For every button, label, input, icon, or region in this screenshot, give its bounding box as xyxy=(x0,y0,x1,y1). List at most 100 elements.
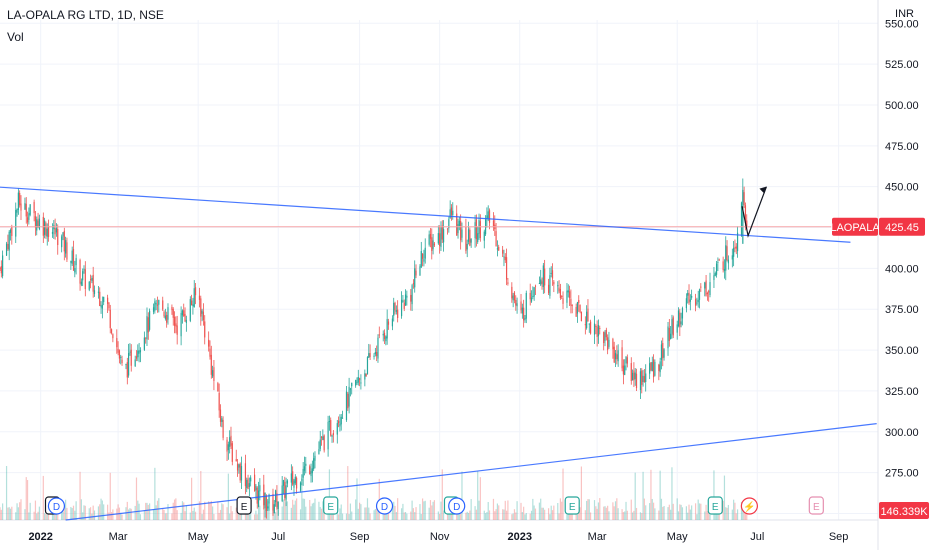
candle[interactable] xyxy=(46,228,48,237)
candle[interactable] xyxy=(513,292,516,301)
candle[interactable] xyxy=(718,259,720,261)
candle[interactable] xyxy=(649,363,651,374)
candle[interactable] xyxy=(198,295,201,300)
candle[interactable] xyxy=(588,323,590,325)
candle[interactable] xyxy=(415,270,417,276)
earnings-marker[interactable] xyxy=(808,496,824,515)
candle[interactable] xyxy=(91,277,93,281)
candle[interactable] xyxy=(299,482,302,491)
candle[interactable] xyxy=(208,339,210,347)
candle[interactable] xyxy=(189,299,191,321)
candle[interactable] xyxy=(89,278,92,280)
candle[interactable] xyxy=(121,359,123,364)
candle[interactable] xyxy=(36,219,38,231)
dividend-marker[interactable] xyxy=(448,497,466,515)
candle[interactable] xyxy=(236,463,239,471)
candle[interactable] xyxy=(277,501,279,510)
volume-indicator-label[interactable]: Vol xyxy=(7,30,24,44)
candle[interactable] xyxy=(397,309,399,318)
candle[interactable] xyxy=(54,228,56,235)
candle[interactable] xyxy=(99,291,101,307)
candle[interactable] xyxy=(309,466,311,475)
candle[interactable] xyxy=(726,246,728,261)
candle[interactable] xyxy=(420,251,422,268)
candle[interactable] xyxy=(360,382,362,384)
candle[interactable] xyxy=(110,329,113,334)
candle[interactable] xyxy=(155,303,157,305)
candle[interactable] xyxy=(20,203,22,211)
candle[interactable] xyxy=(93,290,96,294)
candle[interactable] xyxy=(746,220,748,227)
candle[interactable] xyxy=(221,418,223,422)
candle[interactable] xyxy=(465,227,467,251)
candle[interactable] xyxy=(386,319,388,339)
candle[interactable] xyxy=(143,337,145,350)
candle[interactable] xyxy=(0,267,1,269)
candle[interactable] xyxy=(194,287,197,296)
candle[interactable] xyxy=(659,361,661,373)
candle[interactable] xyxy=(689,299,691,302)
candle[interactable] xyxy=(593,323,596,335)
candle[interactable] xyxy=(520,301,522,311)
candle[interactable] xyxy=(11,227,13,236)
candle[interactable] xyxy=(538,283,540,285)
candle[interactable] xyxy=(37,220,39,227)
candle[interactable] xyxy=(240,466,243,481)
candle[interactable] xyxy=(330,420,332,436)
candle[interactable] xyxy=(57,228,59,246)
candle[interactable] xyxy=(722,261,724,270)
candle[interactable] xyxy=(25,203,27,217)
candle[interactable] xyxy=(292,471,294,485)
candle[interactable] xyxy=(393,302,395,316)
candle[interactable] xyxy=(403,302,405,309)
candle[interactable] xyxy=(244,463,247,487)
candle[interactable] xyxy=(634,372,636,380)
candle[interactable] xyxy=(82,271,84,281)
candle[interactable] xyxy=(227,444,229,451)
candle[interactable] xyxy=(239,463,241,481)
candle[interactable] xyxy=(154,301,156,311)
candle[interactable] xyxy=(495,231,497,247)
candle[interactable] xyxy=(231,443,233,462)
candle[interactable] xyxy=(272,494,274,511)
candle[interactable] xyxy=(696,302,698,304)
candle[interactable] xyxy=(156,304,159,306)
candle[interactable] xyxy=(238,464,240,468)
candle[interactable] xyxy=(66,242,68,260)
candle[interactable] xyxy=(691,295,693,298)
candle[interactable] xyxy=(310,471,312,477)
earnings-marker[interactable] xyxy=(707,496,723,515)
candle[interactable] xyxy=(504,256,506,261)
candle[interactable] xyxy=(108,302,110,309)
candle[interactable] xyxy=(414,268,416,288)
projection-arrow[interactable] xyxy=(741,186,768,238)
candle[interactable] xyxy=(559,289,561,298)
candle[interactable] xyxy=(553,281,555,285)
candle[interactable] xyxy=(440,227,442,248)
candle[interactable] xyxy=(162,300,164,310)
candle[interactable] xyxy=(641,370,643,385)
candle[interactable] xyxy=(276,493,278,508)
candle[interactable] xyxy=(331,435,333,437)
candle[interactable] xyxy=(80,281,82,285)
candle[interactable] xyxy=(549,275,551,296)
candle[interactable] xyxy=(714,273,716,276)
candle[interactable] xyxy=(34,216,37,228)
candle[interactable] xyxy=(373,355,375,357)
candle[interactable] xyxy=(532,296,534,298)
candle[interactable] xyxy=(387,321,390,325)
candle[interactable] xyxy=(181,310,184,316)
candle[interactable] xyxy=(235,459,237,462)
candle[interactable] xyxy=(202,311,205,321)
candle[interactable] xyxy=(376,352,378,357)
candle[interactable] xyxy=(369,353,371,358)
candle[interactable] xyxy=(345,391,348,421)
candle[interactable] xyxy=(402,300,404,302)
candle[interactable] xyxy=(551,270,554,279)
candle[interactable] xyxy=(503,256,505,258)
candle[interactable] xyxy=(219,409,222,422)
candle[interactable] xyxy=(706,293,708,295)
candle[interactable] xyxy=(265,495,268,511)
candle[interactable] xyxy=(101,304,103,309)
